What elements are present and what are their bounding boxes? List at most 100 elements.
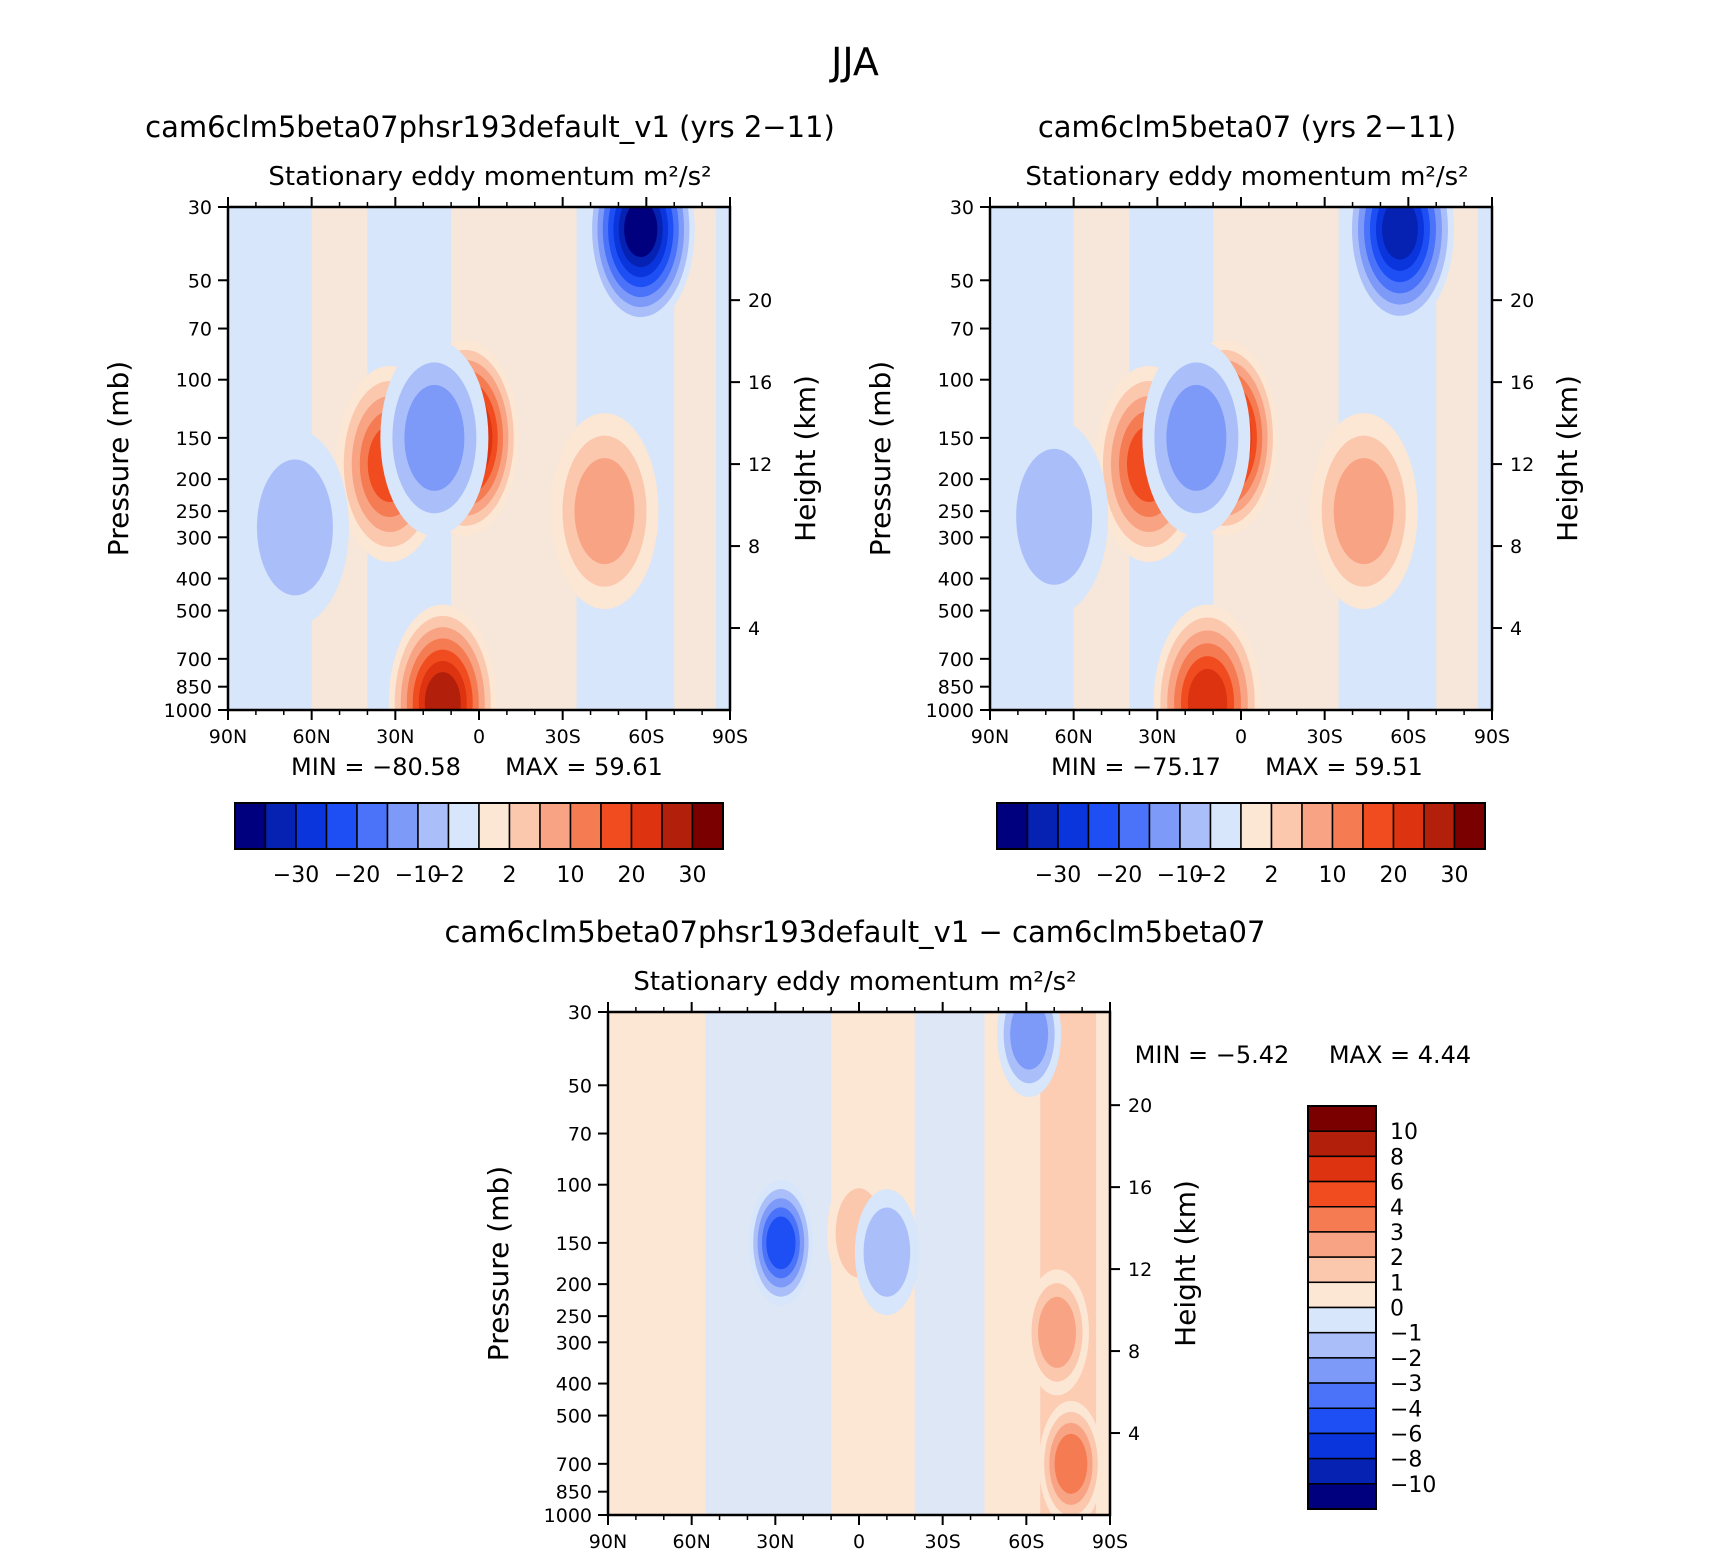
y-tick-label: 70 (188, 319, 212, 341)
colorbar-swatch (1307, 1231, 1377, 1258)
max-stat: MAX = 4.44 (1329, 1041, 1471, 1069)
colorbar-swatch (508, 802, 541, 850)
y2-tick-label: 4 (748, 618, 760, 640)
y-tick-label: 200 (938, 469, 974, 491)
colorbar-swatch (1392, 802, 1425, 850)
y2-tick-label: 20 (1128, 1095, 1152, 1117)
colorbar-swatch (1307, 1382, 1377, 1409)
contour-blob-0 (1381, 207, 1418, 260)
colorbar-label: 30 (679, 863, 707, 888)
colorbar-swatch (1307, 1281, 1377, 1309)
colorbar-swatch (1301, 802, 1334, 850)
y-tick-label: 850 (938, 677, 974, 699)
contour-blob-6 (1016, 448, 1093, 585)
contour-blob-2 (1054, 1433, 1088, 1494)
colorbar-swatch (1307, 1306, 1377, 1334)
x-tick-label: 60S (1390, 726, 1426, 748)
x-tick-label: 30N (756, 1531, 794, 1553)
colorbar-swatch (1026, 802, 1059, 850)
colorbar-swatch (1240, 802, 1273, 850)
y-tick-label: 700 (938, 649, 974, 671)
colorbar-swatch (569, 802, 602, 850)
max-stat: MAX = 59.61 (505, 753, 663, 781)
colorbar-label: 10 (557, 863, 585, 888)
y2-tick-label: 16 (748, 372, 772, 394)
field-band (914, 1012, 985, 1515)
colorbar-swatch (1148, 802, 1181, 850)
colorbar-swatch (1307, 1457, 1377, 1485)
panel-2: cam6clm5beta07 (yrs 2−11) Stationary eddy… (864, 110, 1584, 888)
x-tick-label: 30S (1307, 726, 1343, 748)
y2-tick-label: 20 (1510, 290, 1534, 312)
colorbar-swatch (295, 802, 328, 850)
y-tick-label: 500 (556, 1406, 592, 1428)
colorbar-swatch (1307, 1105, 1377, 1132)
colorbar-label: −30 (1035, 863, 1081, 888)
colorbar-swatch (1307, 1331, 1377, 1359)
contour-field (990, 207, 1492, 710)
colorbar-label: 10 (1319, 863, 1347, 888)
colorbar-label: 2 (1265, 863, 1279, 888)
colorbar-swatch (1453, 802, 1486, 850)
colorbar-label: 20 (618, 863, 646, 888)
panel-3: cam6clm5beta07phsr193default_v1 − cam6cl… (445, 915, 1472, 1553)
colorbar-swatch (1307, 1432, 1377, 1460)
colorbar-swatch (539, 802, 572, 850)
x-tick-label: 30N (376, 726, 414, 748)
x-tick-label: 90N (209, 726, 247, 748)
colorbar-label: 10 (1390, 1120, 1418, 1145)
x-tick-label: 60N (672, 1531, 710, 1553)
contour-blob-3 (1166, 384, 1227, 491)
max-stat: MAX = 59.51 (1265, 753, 1423, 781)
contour-blob-5 (574, 458, 635, 565)
colorbar-label: −2 (432, 863, 464, 888)
colorbar-swatch (1270, 802, 1303, 850)
colorbar-swatch (630, 802, 663, 850)
colorbar-label: −3 (1390, 1372, 1422, 1397)
colorbar-label: −8 (1390, 1448, 1422, 1473)
y-tick-label: 300 (176, 527, 212, 549)
colorbar-swatch (1307, 1407, 1377, 1435)
y2-tick-label: 20 (748, 290, 772, 312)
colorbar-label: −30 (273, 863, 319, 888)
colorbar-label: −2 (1194, 863, 1226, 888)
colorbar-swatch (325, 802, 358, 850)
contour-blob-3 (404, 384, 465, 491)
colorbar-swatch (1307, 1130, 1377, 1158)
colorbar-swatch (417, 802, 450, 850)
colorbar-label: 30 (1441, 863, 1469, 888)
colorbar-swatch (1057, 802, 1090, 850)
contour-field (228, 207, 730, 710)
x-tick-label: 60S (1008, 1531, 1044, 1553)
contour-field (608, 1012, 1110, 1515)
colorbar-frame (234, 802, 724, 850)
y-tick-label: 100 (938, 370, 974, 392)
y-tick-label: 400 (176, 569, 212, 591)
min-stat: MIN = −5.42 (1135, 1041, 1290, 1069)
y2-tick-label: 4 (1510, 618, 1522, 640)
y-tick-label: 700 (556, 1454, 592, 1476)
y-tick-label: 50 (568, 1075, 592, 1097)
y-tick-label: 500 (176, 601, 212, 623)
colorbar-label: −20 (1096, 863, 1142, 888)
colorbar-frame (996, 802, 1486, 850)
min-stat: MIN = −75.17 (1051, 753, 1221, 781)
y-tick-label: 850 (556, 1482, 592, 1504)
x-tick-label: 30S (925, 1531, 961, 1553)
y2-tick-label: 8 (1510, 536, 1522, 558)
x-tick-label: 30S (545, 726, 581, 748)
min-stat: MIN = −80.58 (291, 753, 461, 781)
y-tick-label: 100 (556, 1175, 592, 1197)
x-tick-label: 0 (853, 1531, 865, 1553)
colorbar-swatch (600, 802, 633, 850)
y-tick-label: 30 (950, 197, 974, 219)
contour-blob-4 (424, 672, 461, 710)
colorbar: −30 −20 −10−2 2 10 20 30 (996, 802, 1486, 888)
colorbar-label: −10 (395, 863, 441, 888)
panel-subtitle: Stationary eddy momentum m²/s² (633, 967, 1076, 997)
panel-title: cam6clm5beta07phsr193default_v1 − cam6cl… (445, 915, 1266, 949)
y-tick-label: 50 (188, 270, 212, 292)
x-tick-label: 30N (1138, 726, 1176, 748)
x-tick-label: 90S (1474, 726, 1510, 748)
